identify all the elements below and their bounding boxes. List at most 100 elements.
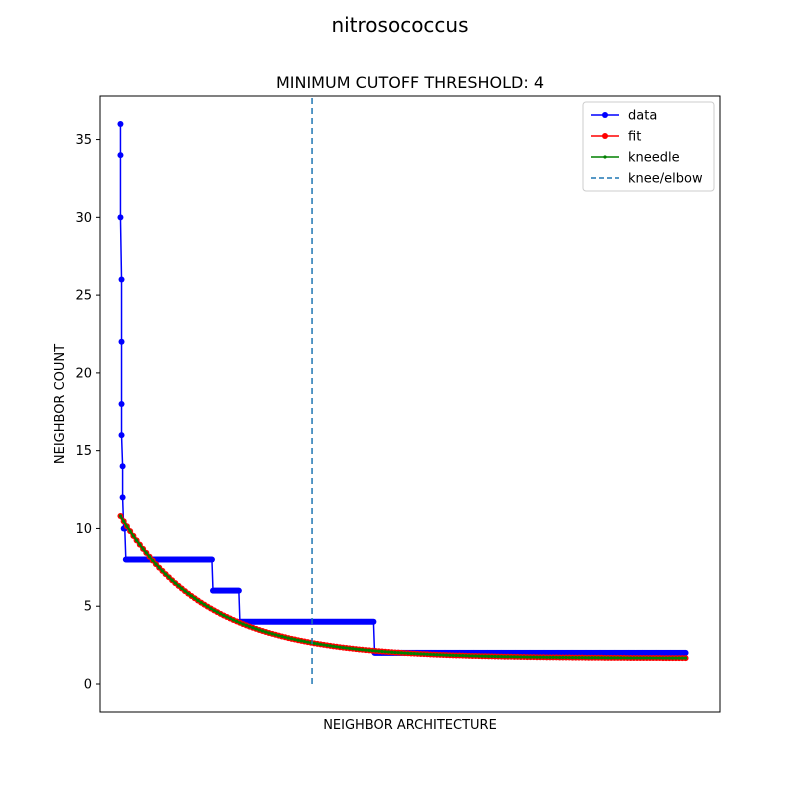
kneedle-point (212, 609, 215, 612)
kneedle-point (451, 654, 454, 657)
data-point (119, 277, 125, 283)
kneedle-point (377, 650, 380, 653)
kneedle-point (597, 656, 600, 659)
kneedle-point (665, 656, 668, 659)
kneedle-point (258, 628, 261, 631)
kneedle-point (422, 653, 425, 656)
kneedle-point (290, 637, 293, 640)
kneedle-point (222, 614, 225, 617)
kneedle-point (400, 651, 403, 654)
kneedle-point (545, 656, 548, 659)
kneedle-point (655, 656, 658, 659)
kneedle-point (374, 649, 377, 652)
kneedle-point (122, 520, 125, 523)
kneedle-point (200, 601, 203, 604)
kneedle-point (684, 657, 687, 660)
kneedle-point (177, 584, 180, 587)
kneedle-point (277, 634, 280, 637)
kneedle-point (484, 655, 487, 658)
kneedle-point (510, 655, 513, 658)
kneedle-point (642, 656, 645, 659)
data-point (119, 432, 125, 438)
kneedle-point (503, 655, 506, 658)
kneedle-point (474, 654, 477, 657)
series-data-line (120, 124, 685, 653)
kneedle-point (409, 652, 412, 655)
kneedle-point (267, 631, 270, 634)
kneedle-point (464, 654, 467, 657)
legend-label: kneedle (628, 151, 680, 166)
kneedle-point (180, 587, 183, 590)
data-point (119, 339, 125, 345)
kneedle-point (342, 646, 345, 649)
kneedle-point (161, 569, 164, 572)
series-fit (117, 513, 688, 661)
kneedle-point (497, 655, 500, 658)
data-point (236, 588, 242, 594)
kneedle-point (171, 579, 174, 582)
kneedle-point (639, 656, 642, 659)
x-axis-label: NEIGHBOR ARCHITECTURE (323, 718, 497, 733)
kneedle-point (148, 555, 151, 558)
kneedle-point (677, 657, 680, 660)
kneedle-point (439, 653, 442, 656)
y-tick-label: 10 (75, 522, 92, 537)
kneedle-point (526, 655, 529, 658)
kneedle-point (455, 654, 458, 657)
kneedle-point (477, 655, 480, 658)
data-point (117, 121, 123, 127)
kneedle-point (671, 656, 674, 659)
kneedle-point (296, 639, 299, 642)
kneedle-point (493, 655, 496, 658)
kneedle-point (364, 649, 367, 652)
data-point (117, 214, 123, 220)
y-tick-label: 20 (75, 366, 92, 381)
series-kneedle (119, 514, 687, 659)
y-tick-label: 35 (75, 133, 92, 148)
kneedle-point (668, 656, 671, 659)
kneedle-point (652, 656, 655, 659)
kneedle-point (445, 654, 448, 657)
kneedle-point (242, 623, 245, 626)
legend-swatch-marker (602, 133, 608, 139)
data-point (119, 401, 125, 407)
kneedle-point (594, 656, 597, 659)
kneedle-point (403, 651, 406, 654)
kneedle-point (332, 645, 335, 648)
kneedle-point (558, 656, 561, 659)
kneedle-point (390, 651, 393, 654)
kneedle-point (519, 655, 522, 658)
kneedle-point (371, 649, 374, 652)
kneedle-point (522, 655, 525, 658)
kneedle-point (448, 654, 451, 657)
kneedle-point (590, 656, 593, 659)
kneedle-point (513, 655, 516, 658)
kneedle-point (367, 649, 370, 652)
kneedle-point (251, 626, 254, 629)
kneedle-point (203, 603, 206, 606)
kneedle-point (158, 566, 161, 569)
kneedle-point (623, 656, 626, 659)
data-point (120, 494, 126, 500)
kneedle-point (552, 656, 555, 659)
kneedle-point (645, 656, 648, 659)
kneedle-point (490, 655, 493, 658)
kneedle-point (393, 651, 396, 654)
kneedle-point (300, 639, 303, 642)
kneedle-point (584, 656, 587, 659)
kneedle-point (587, 656, 590, 659)
kneedle-point (442, 653, 445, 656)
kneedle-point (154, 563, 157, 566)
kneedle-point (632, 656, 635, 659)
kneedle-point (574, 656, 577, 659)
kneedle-point (413, 652, 416, 655)
legend-swatch-marker (603, 155, 606, 158)
kneedle-point (361, 648, 364, 651)
kneedle-point (348, 647, 351, 650)
kneedle-point (196, 599, 199, 602)
kneedle-point (458, 654, 461, 657)
data-point (370, 619, 376, 625)
kneedle-point (471, 654, 474, 657)
kneedle-point (245, 624, 248, 627)
